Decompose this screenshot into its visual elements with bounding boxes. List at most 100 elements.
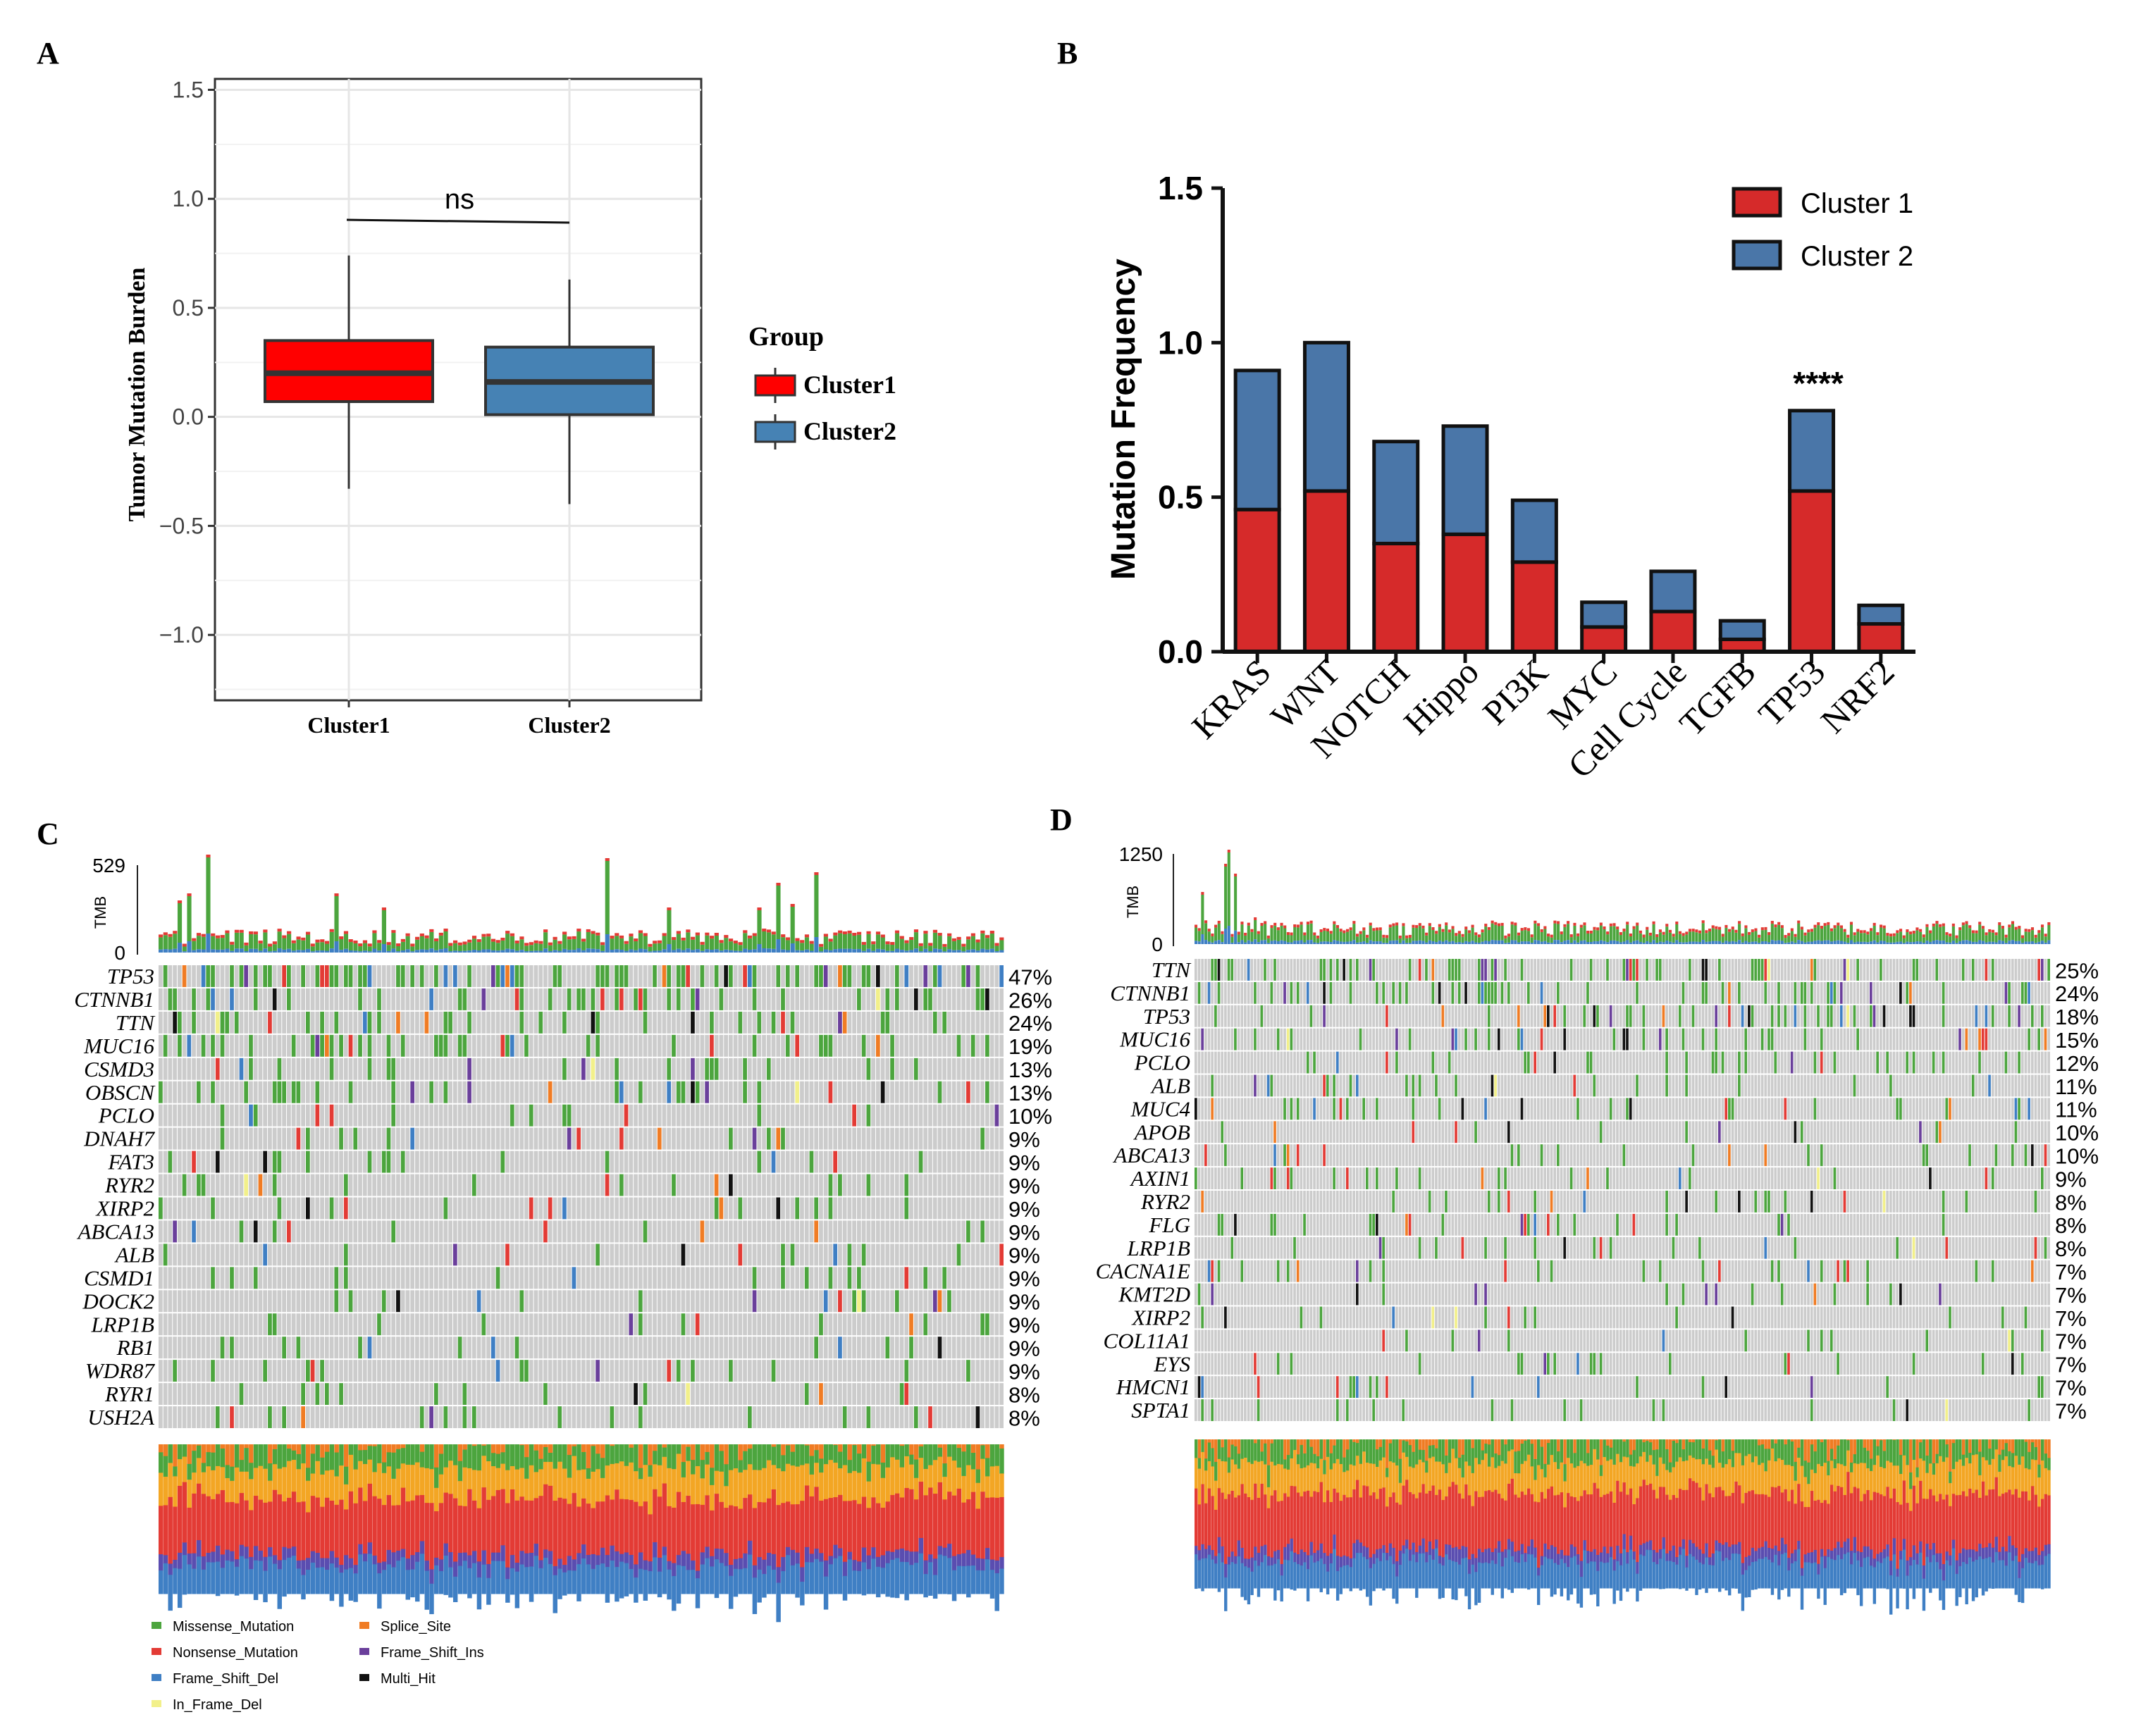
mutation-cell	[866, 988, 871, 1010]
mutation-cell	[842, 1244, 847, 1266]
mutation-cell	[909, 1081, 913, 1103]
mutation-cell	[234, 1081, 239, 1103]
tmb-bar-nonsense	[752, 933, 757, 936]
mutation-cell	[533, 965, 538, 987]
mutation-cell	[947, 1034, 951, 1057]
tmb-bar-missense	[823, 936, 828, 950]
mutation-cell	[462, 1081, 467, 1103]
mutation-cell	[581, 1151, 586, 1173]
mutation-cell	[676, 1244, 681, 1266]
mutation-cell	[785, 1383, 790, 1406]
titv-segment	[206, 1562, 211, 1594]
mutation-cell	[913, 1267, 918, 1289]
mutation-cell	[457, 1058, 462, 1080]
mutation-cell	[177, 1058, 182, 1080]
tmb-bar-other	[296, 950, 301, 953]
mutation-cell	[695, 1058, 700, 1080]
tmb-bar-nonsense	[367, 943, 372, 947]
mutation-cell	[282, 1197, 287, 1220]
mutation-cell	[434, 1220, 438, 1243]
mutation-cell	[305, 1360, 310, 1382]
mutation-cell	[719, 1034, 724, 1057]
mutation-cell	[899, 1081, 904, 1103]
mutation-cell	[277, 1058, 282, 1080]
tmb-bar-missense	[372, 933, 377, 949]
mutation-cell	[372, 1406, 377, 1428]
mutation-cell	[861, 1290, 866, 1313]
tmb-bar-missense	[809, 943, 814, 951]
mutation-cell	[823, 1081, 828, 1103]
mutation-cell	[343, 1313, 348, 1336]
mutation-cell	[490, 965, 495, 987]
mutation-cell	[932, 1127, 937, 1150]
mutation-cell	[548, 1220, 553, 1243]
mutation-cell	[514, 1197, 519, 1220]
mutation-cell	[201, 1337, 206, 1359]
mutation-cell	[724, 1127, 728, 1150]
mutation-cell	[691, 1406, 695, 1428]
mutation-cell	[800, 1081, 804, 1103]
titv-segment	[529, 1465, 534, 1501]
mutation-cell	[653, 988, 657, 1010]
mutation-cell	[163, 1197, 168, 1220]
titv-segment	[490, 1466, 496, 1496]
tmb-bar-other	[282, 949, 287, 953]
mutation-cell	[634, 1034, 638, 1057]
mutation-cell	[719, 1081, 724, 1103]
tmb-bar-other	[586, 948, 591, 953]
titv-segment	[467, 1468, 472, 1490]
mutation-cell	[381, 1220, 386, 1243]
mutation-cell	[553, 1244, 557, 1266]
mutation-cell	[672, 1151, 676, 1173]
tmb-bar-missense	[320, 942, 325, 951]
legend-swatch-cluster2	[754, 421, 796, 443]
titv-segment	[476, 1561, 482, 1578]
mutation-cell	[733, 1127, 738, 1150]
mutation-cell	[804, 1290, 809, 1313]
mutation-cell	[871, 1011, 875, 1034]
mutation-cell	[581, 1034, 586, 1057]
mutation-cell	[567, 1197, 572, 1220]
mutation-cell	[776, 1174, 781, 1196]
mutation-cell	[291, 988, 296, 1010]
mutation-cell	[272, 965, 277, 987]
mutation-cell	[771, 1360, 776, 1382]
mutation-cell	[367, 1058, 372, 1080]
mutation-cell	[800, 1127, 804, 1150]
mutation-cell	[638, 1197, 643, 1220]
mutation-cell	[320, 1197, 324, 1220]
mutation-cell	[572, 1197, 576, 1220]
mutation-cell	[980, 1220, 985, 1243]
mutation-cell	[686, 1290, 691, 1313]
titv-segment	[201, 1569, 206, 1594]
titv-segment	[296, 1453, 301, 1470]
mutation-cell	[339, 988, 343, 1010]
tmb-bar-other	[396, 951, 401, 953]
mutation-cell	[942, 1244, 947, 1266]
titv-segment	[362, 1554, 368, 1562]
mutation-cell	[434, 1127, 438, 1150]
mutation-cell	[519, 1081, 524, 1103]
titv-segment	[386, 1444, 392, 1453]
tmb-bar-other	[225, 948, 230, 953]
mutation-cell	[263, 1034, 268, 1057]
mutation-cell	[890, 988, 894, 1010]
titv-segment	[533, 1544, 539, 1556]
titv-segment	[719, 1451, 724, 1472]
titv-segment	[662, 1555, 667, 1594]
mutation-cell	[961, 1360, 966, 1382]
mutation-cell	[956, 1337, 961, 1359]
mutation-cell	[581, 965, 586, 987]
mutation-cell	[163, 1034, 168, 1057]
mutation-cell	[182, 1081, 187, 1103]
mutation-cell	[975, 988, 980, 1010]
tmb-bar-nonsense	[429, 929, 434, 932]
mutation-cell	[662, 1104, 667, 1127]
mutation-cell	[467, 1337, 471, 1359]
mutation-cell	[667, 1127, 672, 1150]
mutation-cell	[847, 1267, 852, 1289]
mutation-cell	[177, 1220, 182, 1243]
mutation-cell	[419, 1244, 424, 1266]
mutation-cell	[705, 1011, 710, 1034]
mutation-cell	[724, 1197, 728, 1220]
